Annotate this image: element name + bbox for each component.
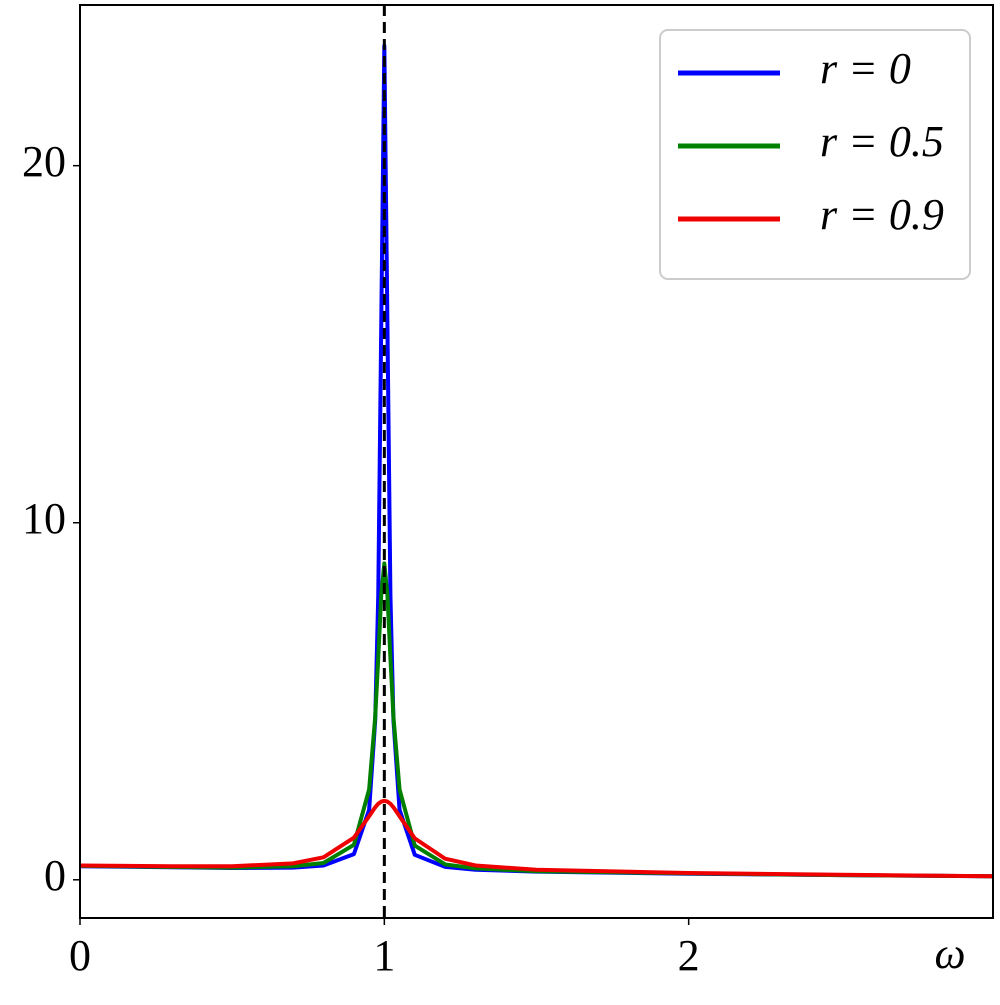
legend-label: r = 0.9 <box>820 190 944 239</box>
x-tick-label: 2 <box>678 931 700 980</box>
x-tick-label: 0 <box>69 931 91 980</box>
legend-label: r = 0.5 <box>820 117 944 166</box>
y-tick-label: 0 <box>44 851 66 900</box>
axes-frame <box>79 4 994 919</box>
legend-label: r = 0 <box>820 44 911 93</box>
x-axis-label: ω <box>934 929 965 978</box>
plot-area <box>80 5 993 918</box>
x-tick-label: 1 <box>373 931 395 980</box>
y-tick-label: 20 <box>22 137 66 186</box>
y-tick-label: 10 <box>22 494 66 543</box>
series-line <box>80 561 993 879</box>
series-line <box>80 798 993 879</box>
